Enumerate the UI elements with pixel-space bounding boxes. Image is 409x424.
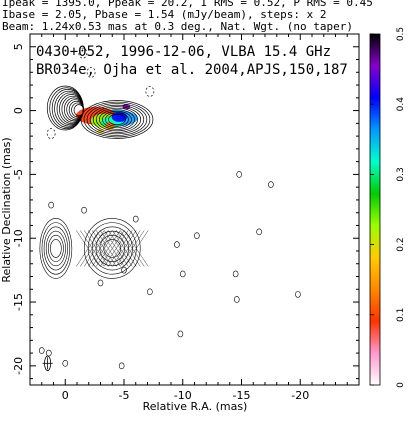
- colorbar-ticks: 0 0.1 0.2 0.3 0.4 0.5: [370, 27, 406, 388]
- polarization-hatch: [112, 230, 137, 267]
- beam-marker: [42, 355, 53, 371]
- intensity-contour-jet: [98, 109, 135, 130]
- intensity-contour-jet: [89, 104, 145, 135]
- y-tick-label: -5: [12, 169, 25, 180]
- noise-contour: [295, 291, 301, 298]
- negative-contour: [78, 47, 88, 59]
- noise-contour: [45, 349, 52, 357]
- intensity-contour-jet: [108, 113, 126, 126]
- noise-contour: [62, 360, 69, 367]
- y-tick-label: -15: [12, 293, 25, 311]
- axis-ticks: 0 -5 -10 -15 -20 5 0 -5 -10 -15 -20: [12, 33, 359, 402]
- annotation-source: 0430+052, 1996-12-06, VLBA 15.4 GHz: [36, 44, 331, 60]
- x-tick-label: -15: [233, 389, 251, 402]
- noise-contour: [132, 215, 139, 223]
- colorbar-tick-label: 0.4: [396, 97, 406, 112]
- polarization-contour-core: [45, 230, 66, 267]
- negative-contour: [145, 86, 155, 97]
- y-tick-label: 5: [12, 43, 25, 50]
- intensity-contour-jet: [86, 103, 148, 136]
- noise-contour: [232, 270, 239, 278]
- intensity-contour-jet: [83, 101, 151, 138]
- noise-contour: [268, 181, 274, 188]
- x-tick-label: -5: [119, 389, 130, 402]
- colorbar: [369, 33, 381, 386]
- negative-contour: [86, 66, 96, 78]
- intensity-contour-jet: [102, 110, 132, 129]
- polarization-contour-core: [41, 222, 71, 275]
- colorbar-tick-label: 0.5: [396, 27, 406, 41]
- noise-contour: [48, 201, 54, 209]
- noise-contour: [177, 330, 184, 338]
- polarization-contour-core: [47, 234, 64, 262]
- y-axis-label: Relative Declination (mas): [0, 137, 13, 282]
- intensity-contour-core: [73, 104, 84, 116]
- noise-contour: [97, 279, 104, 287]
- polarization-contour-jet: [99, 234, 125, 262]
- polarization-contour-jet: [83, 218, 141, 279]
- contour-layer: [38, 47, 301, 370]
- noise-contour: [179, 270, 186, 278]
- polarization-contour-core: [43, 226, 68, 271]
- plot-frame: [29, 33, 360, 386]
- y-tick-label: 0: [12, 107, 25, 114]
- negative-contour: [46, 128, 56, 139]
- noise-contour: [38, 347, 45, 354]
- noise-contour: [174, 241, 180, 248]
- noise-contour: [147, 288, 153, 296]
- polarization-hatch: [124, 230, 149, 267]
- colorbar-tick-label: 0.3: [396, 167, 406, 181]
- intensity-contour-jet: [95, 107, 139, 132]
- x-tick-label: -20: [291, 389, 309, 402]
- polarization-contour-jet: [103, 239, 122, 258]
- annotation-reference: BR034e, Ojha et al. 2004,APJS,150,187: [36, 62, 348, 78]
- polarization-contour-jet: [95, 230, 129, 267]
- intensity-contour-jet: [80, 100, 154, 139]
- noise-contour: [234, 296, 240, 303]
- noise-contour: [236, 171, 242, 178]
- x-tick-label: 0: [62, 389, 69, 402]
- noise-contour: [81, 206, 87, 214]
- colorbar-tick-label: 0: [396, 382, 406, 388]
- noise-contour: [121, 266, 127, 274]
- noise-contour: [194, 232, 200, 239]
- header-line-3: Beam: 1.24x0.53 mas at 0.3 deg., Nat. Wg…: [2, 20, 353, 33]
- header-line-1: Ipeak = 1395.0, Ppeak = 20.2, I RMS = 0.…: [2, 0, 373, 9]
- header-line-2: Ibase = 2.05, Pbase = 1.54 (mJy/beam), s…: [2, 8, 327, 21]
- colorbar-tick-label: 0.2: [396, 237, 406, 251]
- colorbar-tick-label: 0.1: [396, 308, 406, 322]
- x-axis-label: Relative R.A. (mas): [143, 400, 248, 413]
- intensity-contour-jet: [92, 106, 142, 133]
- x-tick-label: -10: [174, 389, 192, 402]
- polarization-hatch: [116, 230, 141, 267]
- y-tick-label: -20: [12, 357, 25, 375]
- y-tick-label: -10: [12, 229, 25, 247]
- intensity-contour-jet: [105, 112, 129, 127]
- noise-contour: [118, 362, 125, 370]
- noise-contour: [256, 228, 262, 236]
- polarization-contour-core: [39, 218, 73, 279]
- polarization-contour-core: [50, 239, 62, 258]
- polarization-hatch: [120, 230, 145, 267]
